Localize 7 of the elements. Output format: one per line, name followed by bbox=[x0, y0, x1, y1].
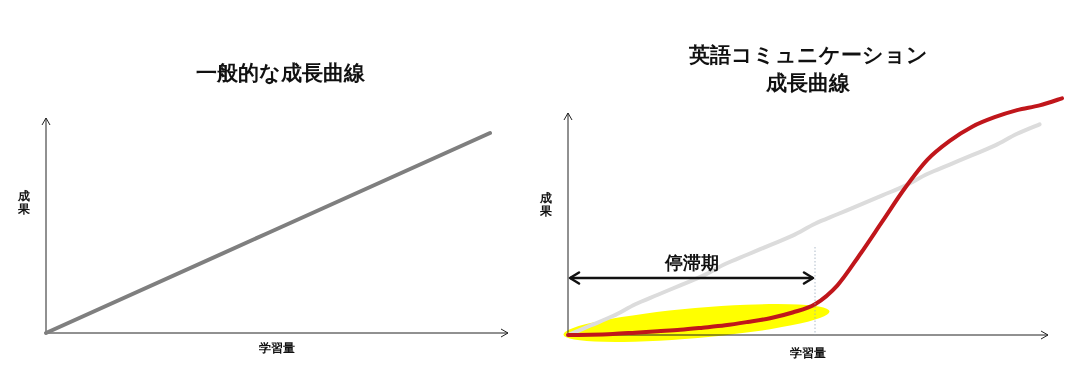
y-axis-title: 成果 bbox=[539, 191, 553, 218]
chart-title: 英語コミュニケーション成長曲線 bbox=[687, 43, 928, 95]
x-axis-title: 学習量 bbox=[790, 346, 826, 360]
annotation: 停滞期 bbox=[663, 252, 719, 273]
y-axis-title: 成果 bbox=[17, 189, 31, 216]
x-axis-title: 学習量 bbox=[259, 341, 295, 355]
chart-title: 一般的な成長曲線 bbox=[195, 61, 366, 85]
